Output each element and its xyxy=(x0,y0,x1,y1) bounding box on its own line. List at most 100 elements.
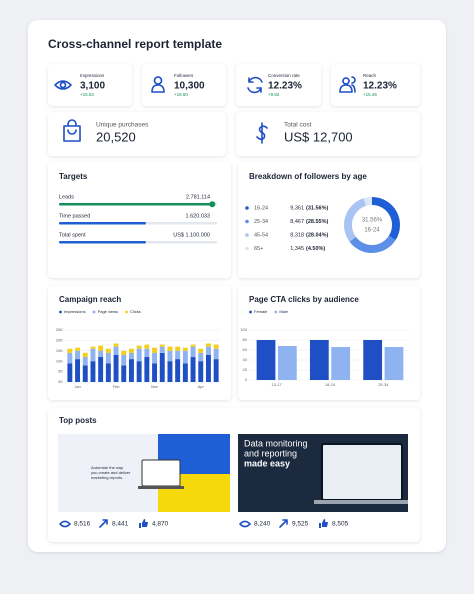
post-image-text: marketing reports. xyxy=(91,475,123,480)
bar-segment xyxy=(213,344,219,349)
targets-card xyxy=(48,162,231,278)
card-title: Breakdown of followers by age xyxy=(249,172,367,181)
bar-segment xyxy=(152,347,158,353)
bar-segment xyxy=(144,348,150,358)
legend-dot xyxy=(245,246,249,251)
shares-icon xyxy=(99,519,108,528)
donut-value: 31.56% xyxy=(362,218,383,224)
donut-segment xyxy=(371,197,400,241)
icons xyxy=(54,76,356,144)
bar-segment xyxy=(105,363,111,382)
bar-segment xyxy=(167,346,173,351)
progress-end xyxy=(209,201,216,208)
bar-segment xyxy=(113,343,119,347)
kpi-label: Reach xyxy=(363,73,377,78)
bar-segment xyxy=(198,352,204,362)
target-label: Total spent xyxy=(59,232,86,238)
bar-segment xyxy=(90,361,96,382)
post-likes: 8,505 xyxy=(332,521,349,528)
y-tick-label: 20K xyxy=(56,337,63,342)
post-image-text: you create and deliver xyxy=(91,470,131,475)
likes-icon xyxy=(319,519,328,528)
card-title: Page CTA clicks by audience xyxy=(249,295,359,304)
views-icon xyxy=(239,520,251,528)
bar-segment xyxy=(152,363,158,382)
bar-segment xyxy=(105,352,111,364)
bar-segment xyxy=(205,346,211,355)
kpi-change: +18.60 xyxy=(174,92,188,97)
bar-segment xyxy=(182,363,188,382)
bar-segment xyxy=(128,352,134,360)
bar-segment xyxy=(190,344,196,347)
legend-dot xyxy=(274,310,278,314)
age-label: 16-24 xyxy=(254,205,268,211)
y-tick-label: 20 xyxy=(243,367,248,372)
bar xyxy=(277,346,297,380)
post-shares: 9,525 xyxy=(292,521,309,528)
bar-segment xyxy=(175,350,181,360)
progress-bar xyxy=(59,241,146,244)
bar-segment xyxy=(175,359,181,382)
bar-segment xyxy=(67,348,73,353)
card-title: Targets xyxy=(59,172,88,181)
target-value: US$ 1.100.000 xyxy=(173,232,210,238)
bar-segment xyxy=(175,346,181,351)
age-share: (28.04%) xyxy=(306,232,328,238)
bar-segment xyxy=(98,350,104,358)
bar-segment xyxy=(213,348,219,360)
bar-segment xyxy=(67,363,73,382)
bar-segment xyxy=(198,361,204,382)
post-shares: 8,441 xyxy=(112,521,129,528)
card-title: Campaign reach xyxy=(59,295,121,304)
bar-segment xyxy=(98,357,104,382)
kpi-value: 10,300 xyxy=(174,81,205,92)
y-tick-label: 10K xyxy=(56,358,63,363)
bar-segment xyxy=(136,345,142,349)
person-icon xyxy=(151,76,165,93)
bar-segment xyxy=(136,361,142,382)
likes-icon xyxy=(139,519,148,528)
y-tick-label: 40 xyxy=(243,357,248,362)
bar-segment xyxy=(128,359,134,382)
report-title: Cross-channel report template xyxy=(48,37,222,51)
bar xyxy=(331,347,351,380)
kpi-card xyxy=(236,64,321,106)
legend-dot xyxy=(92,310,96,314)
progress-bar xyxy=(59,222,146,225)
total-value: US$ 12,700 xyxy=(284,129,353,144)
bar-segment xyxy=(82,365,88,382)
age-label: 65+ xyxy=(254,246,263,252)
people-icon xyxy=(339,76,356,93)
dollar-icon xyxy=(256,122,268,144)
kpi-value: 12.23% xyxy=(268,81,302,92)
bar-segment xyxy=(136,348,142,362)
legend-dot xyxy=(245,206,249,210)
bar-segment xyxy=(90,348,96,362)
age-label: 45-54 xyxy=(254,232,268,238)
bar xyxy=(256,340,276,380)
bar-segment xyxy=(144,357,150,382)
legend-label: Male xyxy=(279,309,288,314)
post-likes: 4,870 xyxy=(152,521,169,528)
bar-segment xyxy=(213,359,219,382)
donut-label: 16-24 xyxy=(364,228,380,234)
age-count: 8,318 xyxy=(290,232,304,238)
bar-segment xyxy=(152,352,158,364)
total-label: Total cost xyxy=(284,122,312,129)
post-image-text: Automate the way xyxy=(91,465,123,470)
laptop-base xyxy=(314,500,408,504)
y-tick-label: 60 xyxy=(243,347,248,352)
x-tick-label: Mar xyxy=(151,384,159,389)
kpi-label: Conversion rate xyxy=(268,73,300,78)
bar-segment xyxy=(159,352,165,382)
y-tick-label: 0 xyxy=(245,377,248,382)
age-label: 25-34 xyxy=(254,219,268,225)
post-views: 8,240 xyxy=(254,521,271,528)
eye-icon xyxy=(54,80,72,90)
bar-segment xyxy=(190,346,196,358)
bar-segment xyxy=(75,350,81,360)
target-label: Time passed xyxy=(59,213,90,219)
kpi-label: Impressions xyxy=(80,73,105,78)
bar-segment xyxy=(159,346,165,353)
bar-segment xyxy=(90,346,96,349)
